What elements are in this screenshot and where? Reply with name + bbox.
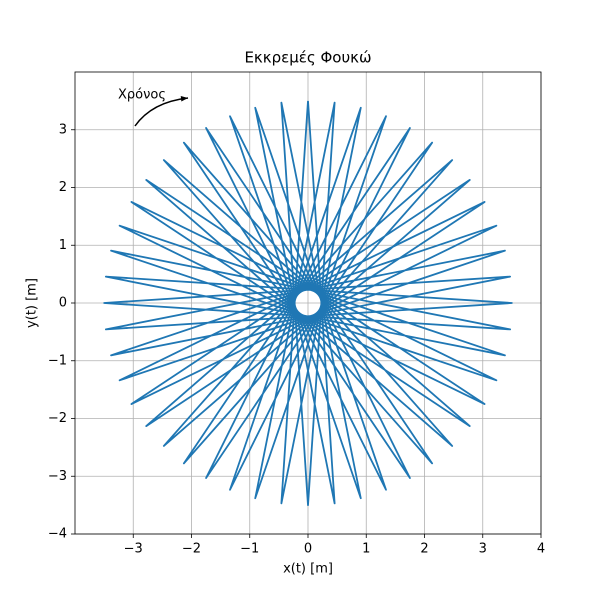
y-tick-label: −4 <box>48 527 67 542</box>
chart-title: Εκκρεμές Φουκώ <box>244 49 371 67</box>
x-tick-label: 0 <box>304 542 312 557</box>
plot-area <box>103 100 513 507</box>
x-tick-label: −2 <box>182 542 201 557</box>
y-tick-label: 2 <box>59 180 67 195</box>
y-tick-label: 1 <box>59 238 67 253</box>
y-tick-label: −3 <box>48 469 67 484</box>
grid <box>75 72 542 535</box>
x-tick-label: 2 <box>420 542 428 557</box>
x-tick-label: −1 <box>240 542 259 557</box>
x-axis-label: x(t) [m] <box>283 562 333 577</box>
x-tick-label: 1 <box>362 542 370 557</box>
data-line <box>103 100 513 507</box>
annotation: Χρόνος <box>118 88 166 103</box>
x-tick-label: −3 <box>124 542 143 557</box>
annotation-arrow <box>134 95 189 127</box>
y-tick-label: −1 <box>48 353 67 368</box>
y-tick-label: 3 <box>59 122 67 137</box>
y-axis-label: y(t) [m] <box>25 278 40 328</box>
y-tick-label: −2 <box>48 411 67 426</box>
x-tick-label: 4 <box>537 542 545 557</box>
y-tick-label: 0 <box>59 296 67 311</box>
x-tick-label: 3 <box>479 542 487 557</box>
